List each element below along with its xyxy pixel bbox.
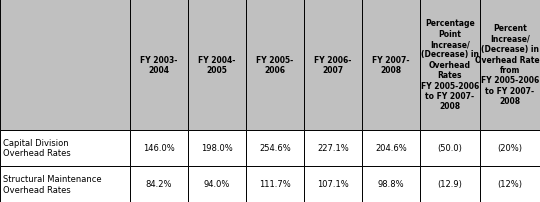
Bar bbox=[246, 0, 304, 130]
Bar bbox=[362, 0, 420, 130]
Bar bbox=[420, 0, 480, 130]
Bar bbox=[420, 130, 480, 166]
Bar bbox=[420, 166, 480, 202]
Bar bbox=[480, 166, 540, 202]
Bar bbox=[480, 0, 540, 130]
Bar bbox=[246, 130, 304, 166]
Bar bbox=[188, 166, 246, 202]
Text: 84.2%: 84.2% bbox=[146, 180, 172, 188]
Bar bbox=[0, 166, 130, 202]
Text: FY 2003-
2004: FY 2003- 2004 bbox=[140, 55, 178, 75]
Text: 254.6%: 254.6% bbox=[259, 144, 291, 153]
Text: 146.0%: 146.0% bbox=[143, 144, 175, 153]
Text: Structural Maintenance
Overhead Rates: Structural Maintenance Overhead Rates bbox=[3, 174, 102, 194]
Text: FY 2004-
2005: FY 2004- 2005 bbox=[198, 55, 235, 75]
Text: (12.9): (12.9) bbox=[437, 180, 462, 188]
Bar bbox=[480, 130, 540, 166]
Text: FY 2007-
2008: FY 2007- 2008 bbox=[372, 55, 410, 75]
Bar bbox=[304, 166, 362, 202]
Text: (12%): (12%) bbox=[497, 180, 523, 188]
Text: Percentage
Point
Increase/
(Decrease) in
Overhead
Rates
FY 2005-2006
to FY 2007-: Percentage Point Increase/ (Decrease) in… bbox=[421, 19, 479, 111]
Bar bbox=[362, 166, 420, 202]
Bar bbox=[246, 166, 304, 202]
Bar bbox=[130, 166, 188, 202]
Bar bbox=[304, 0, 362, 130]
Bar bbox=[362, 130, 420, 166]
Text: 94.0%: 94.0% bbox=[204, 180, 230, 188]
Bar bbox=[0, 0, 130, 130]
Bar bbox=[130, 0, 188, 130]
Text: 198.0%: 198.0% bbox=[201, 144, 233, 153]
Bar bbox=[0, 130, 130, 166]
Text: 204.6%: 204.6% bbox=[375, 144, 407, 153]
Text: Percent
Increase/
(Decrease) in
Overhead Rates
from
FY 2005-2006
to FY 2007-
200: Percent Increase/ (Decrease) in Overhead… bbox=[475, 24, 540, 106]
Text: Capital Division
Overhead Rates: Capital Division Overhead Rates bbox=[3, 138, 71, 158]
Text: FY 2005-
2006: FY 2005- 2006 bbox=[256, 55, 294, 75]
Text: 111.7%: 111.7% bbox=[259, 180, 291, 188]
Bar bbox=[130, 130, 188, 166]
Text: 227.1%: 227.1% bbox=[317, 144, 349, 153]
Bar bbox=[188, 130, 246, 166]
Bar bbox=[304, 130, 362, 166]
Text: 98.8%: 98.8% bbox=[377, 180, 404, 188]
Text: (20%): (20%) bbox=[497, 144, 523, 153]
Text: 107.1%: 107.1% bbox=[317, 180, 349, 188]
Bar bbox=[188, 0, 246, 130]
Text: (50.0): (50.0) bbox=[437, 144, 462, 153]
Text: FY 2006-
2007: FY 2006- 2007 bbox=[314, 55, 352, 75]
